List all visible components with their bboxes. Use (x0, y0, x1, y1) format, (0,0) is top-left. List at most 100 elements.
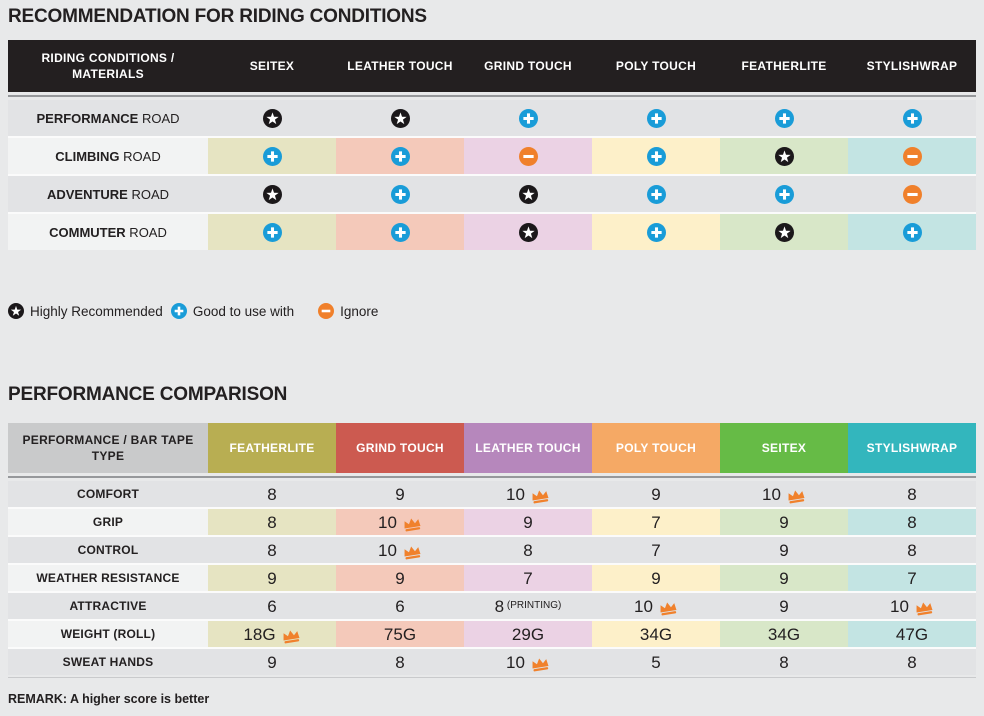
section2-title: PERFORMANCE COMPARISON (8, 384, 288, 405)
table-cell (208, 100, 336, 136)
score-value: 7 (907, 568, 917, 588)
score-value: 8 (779, 652, 789, 672)
legend-label: Highly Recommended (30, 303, 163, 319)
score-cell: 10 (464, 481, 592, 507)
score-value: 9 (779, 596, 789, 616)
score-cell: 10 (464, 649, 592, 675)
table-row: CONTROL 8 10 8 7 9 8 (8, 537, 976, 563)
table-cell (208, 176, 336, 212)
score-cell: 8 (208, 481, 336, 507)
performance-comparison-table: PERFORMANCE / BAR TAPE TYPE FEATHERLITE GR… (8, 423, 976, 678)
section1-title: RECOMMENDATION FOR RIDING CONDITIONS (8, 6, 427, 27)
crown-icon (283, 630, 300, 643)
score-cell: 8 (208, 537, 336, 563)
score-cell: 10 (720, 481, 848, 507)
table-row: ATTRACTIVE 6 6 8 (PRINTING) 10 9 10 (8, 593, 976, 619)
legend-item: Ignore (318, 303, 378, 319)
row-label: CONTROL (8, 537, 208, 563)
table-cell (592, 100, 720, 136)
score-cell: 5 (592, 649, 720, 675)
score-cell: 8 (PRINTING) (464, 593, 592, 619)
score-value: 29G (511, 624, 545, 644)
column-header-seitex: SEITEX (249, 58, 295, 73)
table-cell (848, 138, 976, 174)
table-cell (208, 214, 336, 250)
score-value: 10 (378, 540, 397, 560)
table-row: COMMUTER ROAD (8, 214, 976, 250)
table-row: ADVENTURE ROAD (8, 176, 976, 212)
crown-icon (788, 490, 805, 503)
table-cell (464, 138, 592, 174)
table-cell (720, 176, 848, 212)
score-value: 47G (895, 624, 929, 644)
score-value: 8 (267, 512, 277, 532)
score-cell: 8 (848, 481, 976, 507)
score-value: 6 (267, 596, 277, 616)
table-row: WEIGHT (ROLL) 18G 75G 29G 34G 34G 47G (8, 621, 976, 647)
legend-item: Good to use with (170, 303, 295, 319)
score-value: 8 (PRINTING) (494, 596, 562, 616)
table-cell (336, 214, 464, 250)
crown-icon (660, 602, 677, 615)
plus-icon (262, 146, 282, 166)
legend-item: Highly Recommended (8, 303, 163, 319)
score-cell: 7 (592, 509, 720, 535)
star-icon (262, 184, 282, 204)
score-value: 9 (267, 568, 277, 588)
column-header-poly-touch: POLY TOUCH (592, 423, 720, 473)
score-cell: 10 (848, 593, 976, 619)
plus-icon (646, 146, 666, 166)
score-value: 9 (523, 512, 533, 532)
table2-corner-header: PERFORMANCE / BAR TAPE TYPE (8, 423, 208, 473)
legend-label: Good to use with (192, 303, 295, 319)
score-cell: 9 (208, 649, 336, 675)
row-label: ATTRACTIVE (8, 593, 208, 619)
score-cell: 9 (720, 593, 848, 619)
row-label: COMFORT (8, 481, 208, 507)
crown-icon (404, 546, 421, 559)
score-cell: 9 (464, 509, 592, 535)
table-row: WEATHER RESISTANCE 9 9 7 9 9 7 (8, 565, 976, 591)
score-cell: 29G (464, 621, 592, 647)
plus-icon (646, 108, 666, 128)
table-cell (464, 214, 592, 250)
star-icon (774, 222, 794, 242)
legend-label: Ignore (340, 303, 379, 319)
legend: Highly Recommended Good to use with Ignore (8, 303, 378, 319)
minus-icon (318, 303, 335, 319)
header-divider (8, 95, 976, 97)
score-value: 18G (243, 624, 276, 644)
score-cell: 9 (208, 565, 336, 591)
header-divider (8, 476, 976, 478)
score-value: 34G (767, 624, 801, 644)
score-value: 8 (523, 540, 533, 560)
score-cell: 8 (848, 537, 976, 563)
plus-icon (902, 108, 922, 128)
score-value: 9 (395, 568, 405, 588)
score-value: 8 (907, 512, 917, 532)
score-value: 10 (890, 596, 909, 616)
score-cell: 75G (336, 621, 464, 647)
minus-icon (902, 146, 922, 166)
table-row: PERFORMANCE ROAD (8, 100, 976, 136)
table-cell (464, 100, 592, 136)
table1-corner-header: RIDING CONDITIONS / MATERIALS (41, 50, 175, 81)
column-header-featherlite: FEATHERLITE (741, 58, 827, 73)
table-bottom-divider (8, 677, 976, 678)
table2-header-row: PERFORMANCE / BAR TAPE TYPE FEATHERLITE GR… (8, 423, 976, 473)
table-cell (848, 214, 976, 250)
score-value: 10 (634, 596, 653, 616)
score-value: 9 (651, 484, 661, 504)
star-icon (8, 303, 24, 319)
table-cell (592, 138, 720, 174)
plus-icon (902, 222, 922, 242)
score-cell: 7 (592, 537, 720, 563)
star-icon (262, 108, 282, 128)
table-cell (720, 138, 848, 174)
score-value: 9 (267, 652, 277, 672)
score-value: 8 (267, 540, 277, 560)
plus-icon (262, 222, 282, 242)
score-value: 8 (267, 484, 277, 504)
table-cell (848, 176, 976, 212)
score-cell: 7 (464, 565, 592, 591)
